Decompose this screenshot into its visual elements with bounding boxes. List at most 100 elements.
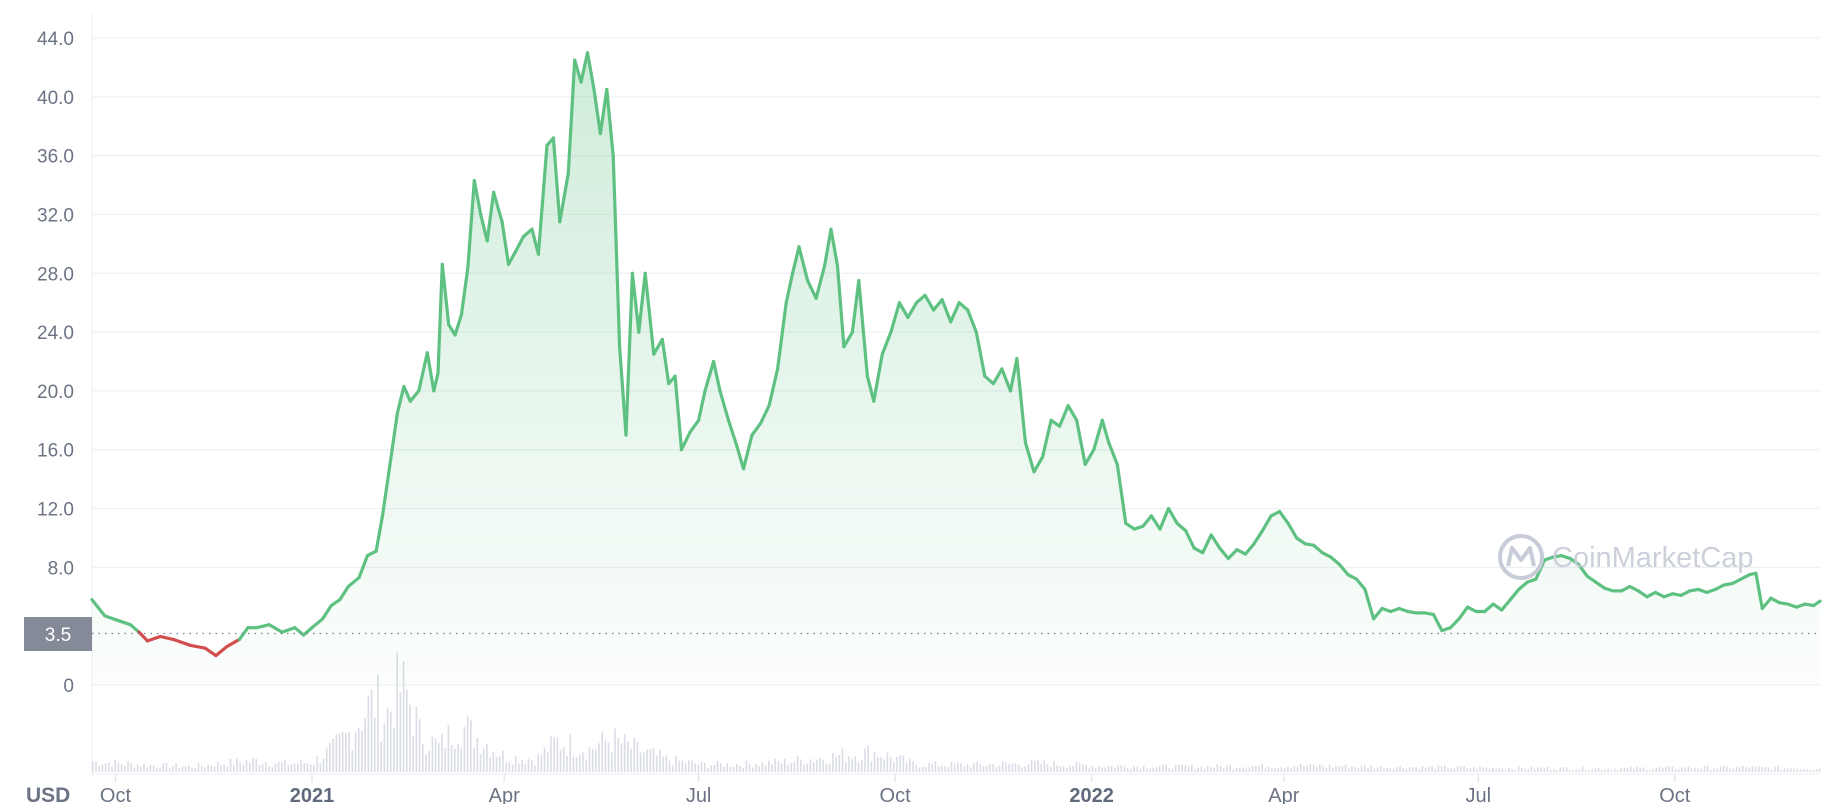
volume-bar xyxy=(1655,768,1658,772)
volume-bar xyxy=(1415,767,1417,772)
volume-bar xyxy=(1351,766,1353,772)
volume-bar xyxy=(1069,765,1071,772)
volume-bar xyxy=(774,758,777,772)
volume-bar xyxy=(1222,768,1225,772)
volume-bar xyxy=(1120,765,1123,772)
volume-bar xyxy=(1726,766,1728,772)
volume-bar xyxy=(124,765,126,772)
price-segment xyxy=(688,418,701,434)
volume-bar xyxy=(511,764,514,772)
volume-bar xyxy=(1472,766,1475,772)
price-segment xyxy=(254,623,271,630)
price-segment xyxy=(1329,555,1342,567)
price-segment xyxy=(1124,521,1137,531)
volume-bar xyxy=(1360,765,1363,772)
volume-bar xyxy=(649,749,652,772)
volume-bar xyxy=(1623,767,1626,772)
volume-bar xyxy=(486,743,488,772)
volume-bar xyxy=(822,760,825,772)
volume-bar xyxy=(1258,765,1260,772)
price-segment xyxy=(128,623,141,634)
price-segment xyxy=(301,626,314,637)
price-segment xyxy=(897,301,910,319)
price-segment xyxy=(872,352,884,403)
volume-bar xyxy=(492,751,495,772)
volume-bar xyxy=(1085,765,1087,772)
price-segment xyxy=(940,298,953,324)
price-segment xyxy=(1158,506,1171,531)
volume-bar xyxy=(172,766,174,772)
volume-bar xyxy=(780,763,783,772)
volume-bar xyxy=(431,736,434,772)
volume-bar xyxy=(1357,768,1360,772)
volume-bar xyxy=(226,766,229,772)
volume-bar xyxy=(1274,768,1276,772)
volume-bar xyxy=(306,763,309,772)
volume-bar xyxy=(1062,766,1065,772)
volume-bar xyxy=(479,753,482,772)
price-segment xyxy=(983,374,996,386)
volume-bar xyxy=(1613,768,1616,772)
y-tick-label: 8.0 xyxy=(48,558,74,579)
volume-bar xyxy=(1578,769,1581,772)
volume-bar xyxy=(1280,766,1283,772)
price-segment xyxy=(1209,533,1222,550)
y-tick-label: 28.0 xyxy=(37,264,74,285)
price-segment xyxy=(758,404,771,425)
volume-bar xyxy=(1155,766,1158,772)
volume-bar xyxy=(659,750,661,772)
volume-bar xyxy=(902,755,905,772)
volume-bar xyxy=(1790,768,1792,772)
volume-bar xyxy=(569,734,571,772)
volume-bar xyxy=(1078,762,1081,772)
price-segment xyxy=(784,271,795,305)
volume-bar xyxy=(303,763,306,772)
volume-bar xyxy=(806,763,809,772)
volume-bar xyxy=(524,763,527,772)
volume-bar xyxy=(1677,769,1680,772)
volume-bar xyxy=(1700,768,1702,772)
volume-bar xyxy=(1517,766,1520,772)
volume-bar xyxy=(1469,768,1472,772)
volume-bar xyxy=(92,762,94,772)
price-segment xyxy=(329,598,342,608)
price-segment xyxy=(679,430,692,452)
currency-label: USD xyxy=(26,784,70,804)
price-segment xyxy=(225,637,241,649)
price-segment xyxy=(459,265,470,316)
y-axis: 44.0 40.0 36.0 32.0 28.0 24.0 20.0 16.0 12.0 8.0 0 xyxy=(37,29,74,697)
volume-bar xyxy=(546,752,549,772)
volume-bar xyxy=(300,759,302,772)
volume-bar xyxy=(1178,764,1180,772)
volume-bar xyxy=(579,755,581,772)
volume-bar xyxy=(591,748,594,772)
volume-bar xyxy=(1219,766,1222,772)
volume-bar xyxy=(505,762,507,772)
volume-bar xyxy=(1066,767,1068,772)
volume-bar xyxy=(1210,767,1212,772)
price-segment xyxy=(797,245,810,283)
price-segment xyxy=(485,190,496,243)
volume-bar xyxy=(1245,768,1248,772)
price-segment xyxy=(1075,418,1087,466)
volume-bar xyxy=(293,763,296,772)
volume-bar xyxy=(268,766,270,772)
volume-bar xyxy=(559,749,562,772)
price-segment xyxy=(1277,509,1290,525)
volume-bar xyxy=(976,761,978,772)
price-segment xyxy=(374,514,385,553)
volume-bar xyxy=(1165,764,1167,772)
volume-bar xyxy=(1780,769,1783,772)
price-segment xyxy=(338,584,350,602)
volume-bar xyxy=(194,768,197,772)
volume-bar xyxy=(402,661,405,772)
volume-bar xyxy=(220,764,222,772)
volume-bar xyxy=(1418,769,1421,772)
price-segment xyxy=(673,374,684,452)
price-segment xyxy=(380,470,391,518)
price-segment xyxy=(579,51,590,84)
volume-bar xyxy=(482,748,485,772)
price-segment xyxy=(500,220,511,266)
volume-bar xyxy=(1626,767,1629,772)
volume-bar xyxy=(771,764,773,772)
